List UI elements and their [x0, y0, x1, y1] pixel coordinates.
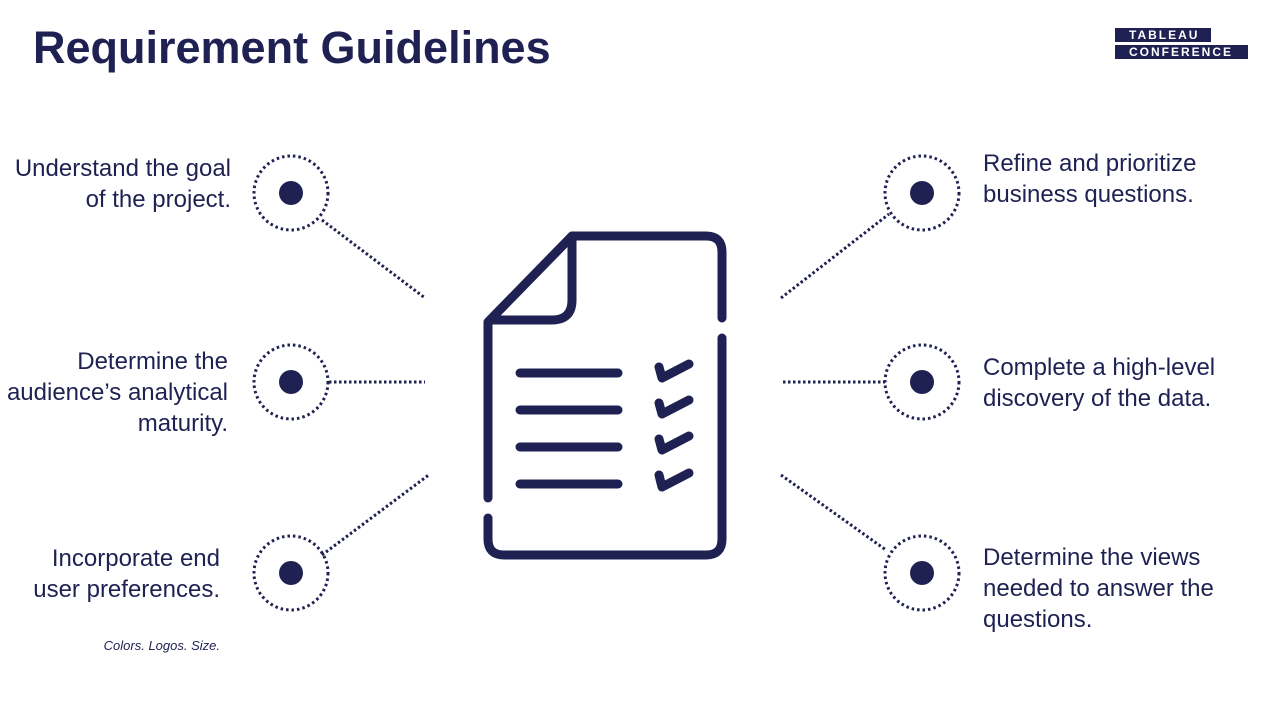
node-ring-right-1 [883, 154, 961, 232]
guideline-left-3-note: Colors. Logos. Size. [103, 638, 220, 653]
tableau-conference-logo: TABLEAU CONFERENCE [1115, 26, 1248, 59]
node-dot-right-1 [910, 181, 934, 205]
connector-left-3 [321, 472, 431, 557]
connector-left-1 [321, 218, 426, 300]
slide-title: Requirement Guidelines [33, 22, 551, 73]
guideline-right-2: Complete a high-level discovery of the d… [983, 354, 1216, 412]
node-ring-right-2 [883, 343, 961, 421]
guideline-right-3: Determine the views needed to answer the… [983, 544, 1214, 633]
guideline-left-1: Understand the goal of the project. [14, 155, 231, 213]
guideline-right-1: Refine and prioritize business questions… [983, 150, 1197, 208]
document-checklist-icon [483, 231, 727, 560]
node-dot-left-3 [279, 561, 303, 585]
node-dot-right-2 [910, 370, 934, 394]
node-ring-right-3 [883, 534, 961, 612]
node-ring-left-3 [252, 534, 330, 612]
logo-line-tableau: TABLEAU [1115, 28, 1212, 42]
node-dot-left-1 [279, 181, 303, 205]
node-dot-right-3 [910, 561, 934, 585]
connector-right-1 [780, 212, 890, 300]
connector-right-3 [780, 473, 887, 552]
logo-line-conference: CONFERENCE [1115, 45, 1248, 59]
node-ring-left-2 [252, 343, 330, 421]
guideline-left-2: Determine the audience’s analytical matu… [6, 348, 228, 437]
node-ring-left-1 [252, 154, 330, 232]
guideline-left-3: Incorporate end user preferences. [33, 545, 220, 603]
node-dot-left-2 [279, 370, 303, 394]
